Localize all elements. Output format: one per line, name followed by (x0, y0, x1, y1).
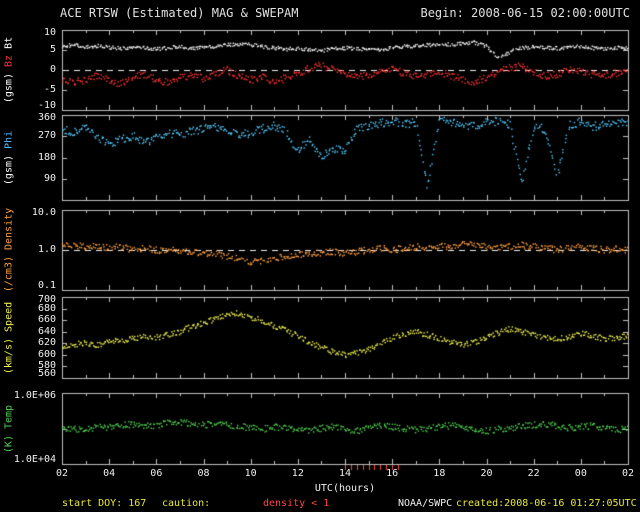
y-axis-label-speed: (km/s) Speed (0, 297, 18, 378)
y-tick-label: 90 (43, 172, 56, 184)
page-title: ACE RTSW (Estimated) MAG & SWEPAM (60, 6, 299, 20)
y-tick-label: 620 (37, 337, 56, 349)
footer-start-doy: start DOY: 167 (62, 498, 147, 509)
y-axis-label-text: (km/s) Speed (3, 301, 15, 374)
y-tick-label: -5 (43, 84, 56, 95)
y-tick-label: 700 (37, 294, 56, 305)
y-axis-label-density: (/cm3) Density (0, 207, 18, 293)
y-axis-label-text: (gsm) Bz Bt (3, 36, 15, 104)
x-tick-label: 10 (244, 468, 257, 479)
x-tick-label: 00 (574, 468, 587, 479)
y-tick-label: 10.0 (31, 207, 56, 218)
footer-agency: NOAA/SWPC (398, 498, 453, 509)
y-tick-label: 180 (37, 151, 56, 163)
x-tick-label: 16 (386, 468, 399, 479)
y-axis-label-phi: (gsm) Phi (0, 115, 18, 200)
x-tick-label: 04 (103, 468, 116, 479)
footer-caution-value: density < 1 (263, 498, 330, 509)
x-tick-label: 02 (55, 468, 69, 479)
x-tick-label: 20 (480, 468, 493, 479)
y-axis-label-temp: (K) Temp (0, 393, 18, 464)
y-tick-label: -10 (37, 100, 56, 111)
footer-created-timestamp: created:2008-06-16 01:27:05UTC (456, 498, 637, 509)
y-tick-label: 660 (37, 314, 56, 326)
footer-caution-label: caution: (162, 498, 211, 509)
y-tick-label: 0 (49, 64, 56, 75)
x-tick-label: 06 (150, 468, 163, 479)
y-tick-label: 360 (37, 112, 56, 123)
x-tick-label: 14 (338, 468, 352, 479)
x-tick-label: 02 (621, 468, 635, 479)
x-axis-title: UTC(hours) (314, 483, 376, 494)
x-tick-label: 12 (291, 468, 304, 479)
y-axis-label-text: (K) Temp (3, 404, 15, 453)
y-tick-label: 580 (37, 360, 56, 372)
begin-timestamp: Begin: 2008-06-15 02:00:00UTC (420, 6, 630, 20)
y-tick-label: 560 (37, 368, 56, 379)
x-tick-label: 22 (527, 468, 540, 479)
y-tick-label: 1.0 (37, 244, 56, 255)
y-axis-label-text: (/cm3) Density (3, 207, 15, 293)
y-axis-label-text: (gsm) Phi (3, 130, 15, 185)
y-tick-label: 1.0E+04 (13, 454, 56, 465)
x-tick-label: 18 (433, 468, 446, 479)
y-tick-label: 680 (37, 302, 56, 314)
y-tick-label: 640 (37, 325, 56, 337)
y-tick-label: 270 (37, 130, 56, 142)
y-tick-label: 10 (43, 27, 56, 38)
x-tick-label: 08 (197, 468, 210, 479)
y-axis-label-mag: (gsm) Bz Bt (0, 30, 18, 110)
y-tick-label: 0.1 (37, 280, 56, 291)
y-tick-label: 5 (49, 44, 56, 55)
y-tick-label: 1.0E+06 (13, 390, 56, 401)
y-tick-label: 600 (37, 348, 56, 360)
